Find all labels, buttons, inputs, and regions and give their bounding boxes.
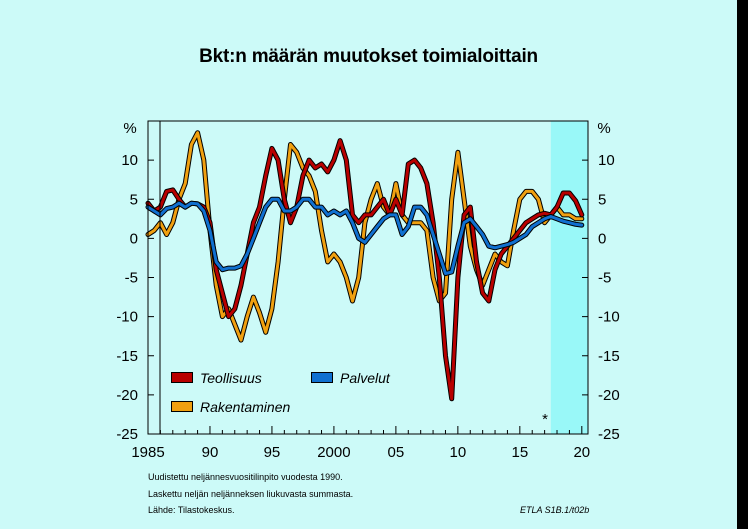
y-tick-label-left: -10 — [116, 309, 138, 326]
y-tick-label-left: 0 — [130, 230, 138, 247]
source-code: ETLA S1B.1/t02b — [520, 505, 590, 515]
x-tick-label: 10 — [450, 444, 467, 461]
legend-swatch-teollisuus — [172, 373, 192, 382]
x-tick-label: 20 — [573, 444, 590, 461]
series-line-rakentaminen — [146, 131, 584, 342]
x-tick-label: 1985 — [131, 444, 164, 461]
legend-label-palvelut: Palvelut — [340, 370, 391, 386]
axes-layer: 10 10 5 5 0 0 -5 -5 -10 -10 -15 -15 -20 -20 -25 -25% % 19… — [116, 120, 619, 461]
y-tick-label-right: 0 — [598, 230, 606, 247]
legend-label-teollisuus: Teollisuus — [200, 370, 262, 386]
y-tick-label-left: -20 — [116, 387, 138, 404]
series-layer — [145, 130, 585, 402]
x-tick-label: 95 — [264, 444, 281, 461]
forecast-shade — [550, 121, 588, 434]
y-tick-label-right: 10 — [598, 152, 615, 169]
y-unit-left: % — [123, 120, 136, 137]
y-unit-right: % — [597, 120, 610, 137]
x-tick-label: 90 — [202, 444, 219, 461]
legend-label-rakentaminen: Rakentaminen — [200, 399, 290, 415]
note-source: Lähde: Tilastokeskus. — [148, 505, 235, 515]
y-tick-label-right: -20 — [598, 387, 620, 404]
y-tick-label-left: 10 — [121, 152, 138, 169]
forecast-marker: * — [542, 411, 548, 428]
legend-swatch-rakentaminen — [172, 402, 192, 411]
x-tick-label: 15 — [511, 444, 528, 461]
note-revised-accounts: Uudistettu neljännesvuositilinpito vuode… — [148, 472, 343, 482]
y-tick-label-left: -15 — [116, 348, 138, 365]
y-tick-label-right: -25 — [598, 426, 620, 443]
y-tick-label-left: -25 — [116, 426, 138, 443]
y-tick-label-right: -10 — [598, 309, 620, 326]
series-line-palvelut — [146, 197, 584, 276]
x-tick-label: 05 — [388, 444, 405, 461]
y-tick-label-left: 5 — [130, 191, 138, 208]
y-tick-label-left: -5 — [125, 270, 138, 287]
chart-title: Bkt:n määrän muutokset toimialoittain — [199, 46, 538, 67]
x-tick-label: 2000 — [317, 444, 350, 461]
y-tick-label-right: 5 — [598, 191, 606, 208]
y-tick-label-right: -5 — [598, 270, 611, 287]
chart-legend: Teollisuus Palvelut Rakentaminen — [171, 370, 391, 415]
y-tick-label-right: -15 — [598, 348, 620, 365]
legend-swatch-palvelut — [312, 373, 332, 382]
note-moving-sum: Laskettu neljän neljänneksen liukuvasta … — [148, 489, 354, 499]
